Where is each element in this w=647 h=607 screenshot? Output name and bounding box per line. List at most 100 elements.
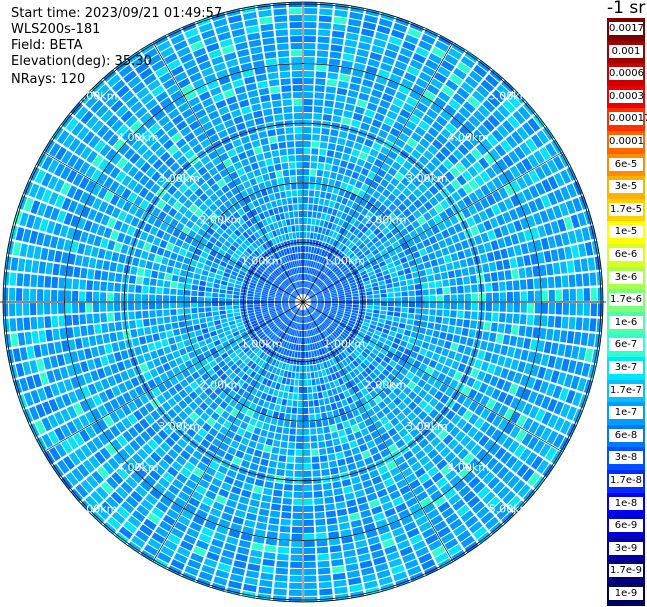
- data-cell: [505, 455, 518, 469]
- data-cell: [268, 332, 275, 339]
- data-cell: [359, 151, 368, 161]
- data-cell: [37, 387, 47, 402]
- data-cell: [492, 109, 506, 123]
- data-cell: [281, 273, 286, 280]
- data-cell: [212, 351, 220, 359]
- data-cell: [258, 586, 272, 595]
- data-cell: [282, 295, 289, 299]
- data-cell: [196, 335, 204, 342]
- data-cell: [121, 188, 132, 200]
- data-cell: [294, 463, 303, 470]
- data-cell: [223, 175, 232, 184]
- data-cell: [303, 218, 308, 225]
- data-cell: [303, 421, 310, 428]
- data-cell: [489, 262, 497, 272]
- data-cell: [319, 588, 333, 596]
- data-cell: [332, 239, 338, 247]
- data-cell: [396, 223, 405, 232]
- data-cell: [264, 545, 277, 553]
- data-cell: [157, 324, 165, 332]
- data-cell: [429, 397, 439, 408]
- data-cell: [283, 420, 290, 428]
- data-cell: [414, 467, 426, 478]
- data-cell: [260, 275, 267, 281]
- data-cell: [332, 158, 341, 166]
- data-cell: [153, 376, 163, 386]
- data-cell: [281, 283, 287, 289]
- data-cell: [283, 205, 289, 212]
- data-cell: [334, 586, 348, 595]
- data-cell: [386, 42, 400, 53]
- data-cell: [283, 348, 288, 356]
- data-cell: [242, 231, 250, 239]
- data-cell: [260, 166, 268, 175]
- data-cell: [288, 312, 293, 318]
- data-cell: [470, 148, 482, 160]
- data-cell: [516, 463, 529, 478]
- data-cell: [195, 509, 208, 519]
- data-cell: [409, 166, 420, 176]
- data-cell: [192, 515, 205, 526]
- data-cell: [275, 214, 281, 222]
- data-cell: [160, 441, 171, 453]
- data-cell: [376, 184, 385, 194]
- data-cell: [325, 156, 333, 164]
- data-cell: [447, 226, 457, 236]
- data-cell: [262, 377, 269, 385]
- data-cell: [253, 231, 261, 239]
- data-cell: [418, 71, 432, 83]
- data-cell: [365, 375, 373, 384]
- data-cell: [402, 552, 416, 563]
- data-cell: [359, 443, 368, 453]
- data-cell: [250, 162, 259, 171]
- data-cell: [395, 155, 406, 165]
- data-cell: [316, 539, 328, 547]
- data-cell: [303, 71, 315, 78]
- data-cell: [454, 461, 466, 473]
- data-cell: [316, 420, 323, 428]
- data-cell: [349, 371, 357, 379]
- data-cell: [281, 398, 288, 406]
- data-cell: [294, 260, 298, 267]
- data-cell: [315, 289, 321, 294]
- data-cell: [241, 382, 249, 390]
- data-cell: [493, 227, 503, 239]
- data-cell: [190, 259, 198, 267]
- data-cell: [334, 348, 340, 355]
- data-cell: [406, 224, 415, 233]
- data-cell: [331, 275, 337, 281]
- data-cell: [345, 381, 352, 390]
- data-cell: [356, 391, 364, 399]
- data-cell: [147, 79, 161, 91]
- data-cell: [514, 146, 526, 160]
- data-cell: [569, 303, 576, 316]
- data-cell: [335, 241, 341, 249]
- data-cell: [139, 418, 150, 430]
- data-cell: [358, 267, 366, 273]
- data-cell: [275, 228, 281, 236]
- data-cell: [340, 182, 348, 190]
- data-cell: [151, 387, 161, 397]
- data-cell: [368, 363, 376, 371]
- data-cell: [310, 268, 314, 275]
- data-cell: [116, 506, 130, 519]
- data-cell: [104, 343, 113, 354]
- data-cell: [366, 291, 373, 296]
- data-cell: [349, 265, 356, 271]
- data-cell: [247, 307, 254, 311]
- data-cell: [212, 245, 220, 253]
- data-cell: [394, 302, 401, 307]
- data-cell: [277, 289, 284, 293]
- data-cell: [334, 445, 343, 453]
- data-cell: [487, 114, 500, 128]
- data-cell: [298, 344, 301, 351]
- data-cell: [68, 200, 78, 213]
- data-cell: [116, 435, 128, 447]
- data-cell: [100, 378, 110, 390]
- data-cell: [344, 311, 351, 315]
- data-cell: [86, 397, 96, 410]
- data-cell: [388, 444, 398, 454]
- data-cell: [26, 345, 35, 360]
- data-cell: [275, 345, 281, 352]
- data-cell: [345, 239, 352, 247]
